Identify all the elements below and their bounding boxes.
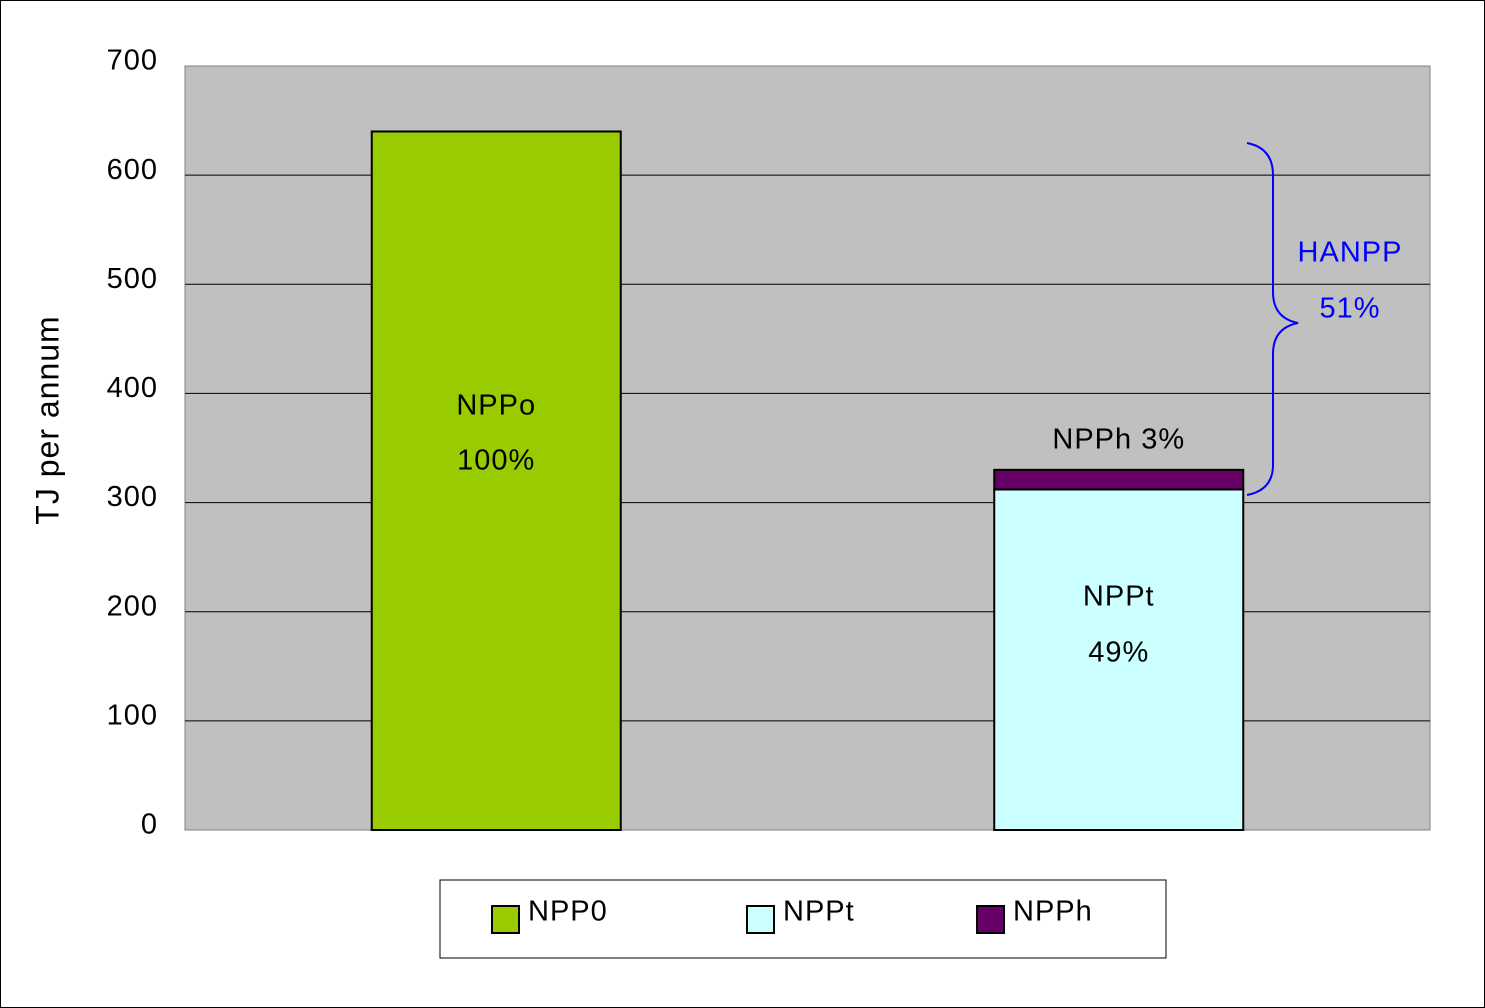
y-axis-label: TJ per annum: [29, 315, 65, 524]
y-tick-label: 100: [107, 700, 158, 732]
y-tick-label: 600: [107, 154, 158, 186]
bar-segment: [370, 130, 622, 831]
y-tick-label: 0: [141, 809, 158, 841]
legend-swatch: [491, 905, 520, 934]
y-tick-label: 200: [107, 590, 158, 622]
y-tick-label: 400: [107, 372, 158, 404]
annotation: 100%: [457, 445, 535, 477]
legend-label: NPPt: [783, 896, 855, 928]
legend-label: NPPh: [1013, 896, 1093, 928]
bar-segment: [993, 468, 1245, 491]
legend-swatch: [746, 905, 775, 934]
legend-swatch: [976, 905, 1005, 934]
annotation: NPPo: [456, 390, 536, 422]
annotation: 49%: [1088, 637, 1149, 669]
legend-box: [439, 879, 1167, 959]
annotation: NPPh 3%: [1052, 424, 1185, 456]
y-tick-label: 700: [107, 45, 158, 77]
legend-label: NPP0: [528, 896, 608, 928]
y-tick-label: 500: [107, 263, 158, 295]
annotation: HANPP: [1298, 237, 1403, 269]
y-tick-label: 300: [107, 481, 158, 513]
brace: [1246, 142, 1299, 496]
annotation: 51%: [1319, 293, 1380, 325]
annotation: NPPt: [1083, 581, 1155, 613]
